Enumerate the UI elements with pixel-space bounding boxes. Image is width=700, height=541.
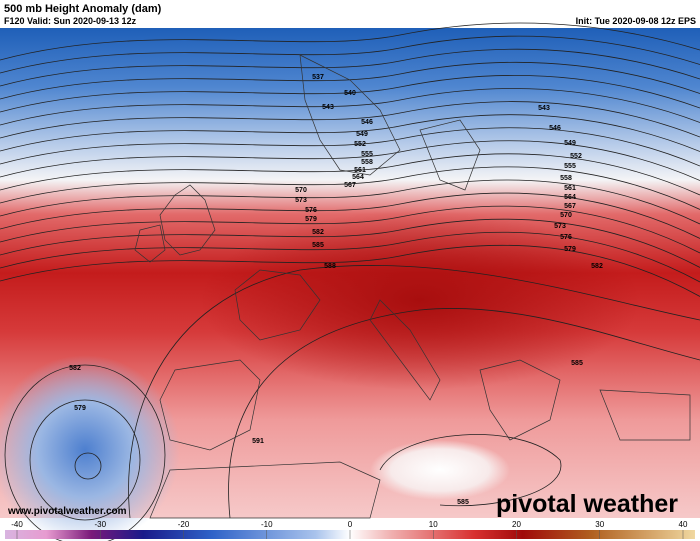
contour-label: 555 xyxy=(564,163,576,170)
contour-labels: 5375405435465495525555585615645675705735… xyxy=(69,74,603,506)
contour-line xyxy=(0,74,700,113)
contour-line xyxy=(128,265,700,519)
contour-label: 573 xyxy=(295,197,307,204)
contour-label: 558 xyxy=(560,175,572,182)
colorbar-tick-label: -30 xyxy=(94,520,106,529)
low-anomaly xyxy=(0,355,180,541)
contour-line xyxy=(29,399,141,521)
contour-line xyxy=(0,101,700,139)
contours xyxy=(0,22,700,541)
contour-label: 588 xyxy=(324,263,336,270)
contour-label: 543 xyxy=(538,105,550,112)
contour-label: 549 xyxy=(564,140,576,147)
contour-line xyxy=(74,452,102,480)
contour-label: 552 xyxy=(570,153,582,160)
anomaly-core xyxy=(200,210,640,390)
contour-label: 567 xyxy=(564,203,576,210)
contour-label: 564 xyxy=(352,174,364,181)
map: 5375405435465495525555585615645675705735… xyxy=(0,22,700,541)
map-title: 500 mb Height Anomaly (dam) xyxy=(4,3,162,15)
colorbar-ticks: -40 -30 -20 -10 0 10 20 30 40 xyxy=(11,520,688,539)
colorbar-tick-label: 10 xyxy=(429,520,438,529)
contour-label: 537 xyxy=(312,74,324,81)
contour-line xyxy=(0,205,700,254)
logo: pivotal weather xyxy=(496,490,678,518)
contour-line xyxy=(0,244,700,297)
contour-line xyxy=(0,114,700,152)
colorbar-tick-label: 0 xyxy=(348,520,353,529)
contour-label: 591 xyxy=(252,438,264,445)
contour-label: 558 xyxy=(361,159,373,166)
contour-line xyxy=(0,231,700,283)
contour-label: 585 xyxy=(571,360,583,367)
contour-label: 555 xyxy=(361,151,373,158)
contour-label: 573 xyxy=(554,223,566,230)
valid-time: F120 Valid: Sun 2020-09-13 12z xyxy=(4,16,137,26)
contour-line xyxy=(0,166,700,210)
contour-label: 543 xyxy=(322,104,334,111)
colorbar-tick-label: 30 xyxy=(595,520,604,529)
contour-label: 552 xyxy=(354,141,366,148)
contour-line xyxy=(0,153,700,196)
contour-label: 582 xyxy=(591,263,603,270)
contour-label: 561 xyxy=(354,167,366,174)
contour-line xyxy=(0,61,700,100)
colorbar-tick-label: 40 xyxy=(679,520,688,529)
contour-label: 549 xyxy=(356,131,368,138)
contour-line xyxy=(0,48,700,87)
contour-label: 561 xyxy=(564,185,576,192)
init-time: Init: Tue 2020-09-08 12z EPS xyxy=(576,16,696,26)
contour-line xyxy=(0,22,700,61)
contour-label: 564 xyxy=(564,194,576,201)
contour-label: 546 xyxy=(549,125,561,132)
website: www.pivotalweather.com xyxy=(7,506,127,517)
contour-line xyxy=(0,192,700,239)
contour-label: 579 xyxy=(305,216,317,223)
contour-line xyxy=(0,127,700,167)
contour-label: 540 xyxy=(344,90,356,97)
contour-line xyxy=(0,179,700,225)
contour-label: 579 xyxy=(74,405,86,412)
contour-line xyxy=(0,218,700,268)
colorbar-tick-label: -40 xyxy=(11,520,23,529)
contour-line xyxy=(0,88,700,126)
colorbar-tick-label: -20 xyxy=(178,520,190,529)
contour-label: 567 xyxy=(344,182,356,189)
neutral-anomaly xyxy=(370,440,510,500)
colorbar-tick-label: 20 xyxy=(512,520,521,529)
contour-label: 546 xyxy=(361,119,373,126)
contour-label: 579 xyxy=(564,246,576,253)
contour-label: 582 xyxy=(312,229,324,236)
contour-label: 585 xyxy=(457,499,469,506)
contour-line xyxy=(379,434,562,507)
contour-label: 570 xyxy=(560,212,572,219)
contour-line xyxy=(228,308,700,519)
contour-line xyxy=(0,35,700,74)
contour-line xyxy=(0,140,700,181)
contour-label: 585 xyxy=(312,242,324,249)
contour-label: 576 xyxy=(305,207,317,214)
coastlines xyxy=(134,54,691,519)
contour-label: 576 xyxy=(560,234,572,241)
contour-label: 582 xyxy=(69,365,81,372)
colorbar-tick-label: -10 xyxy=(261,520,273,529)
contour-line xyxy=(4,364,166,541)
contour-label: 570 xyxy=(295,187,307,194)
